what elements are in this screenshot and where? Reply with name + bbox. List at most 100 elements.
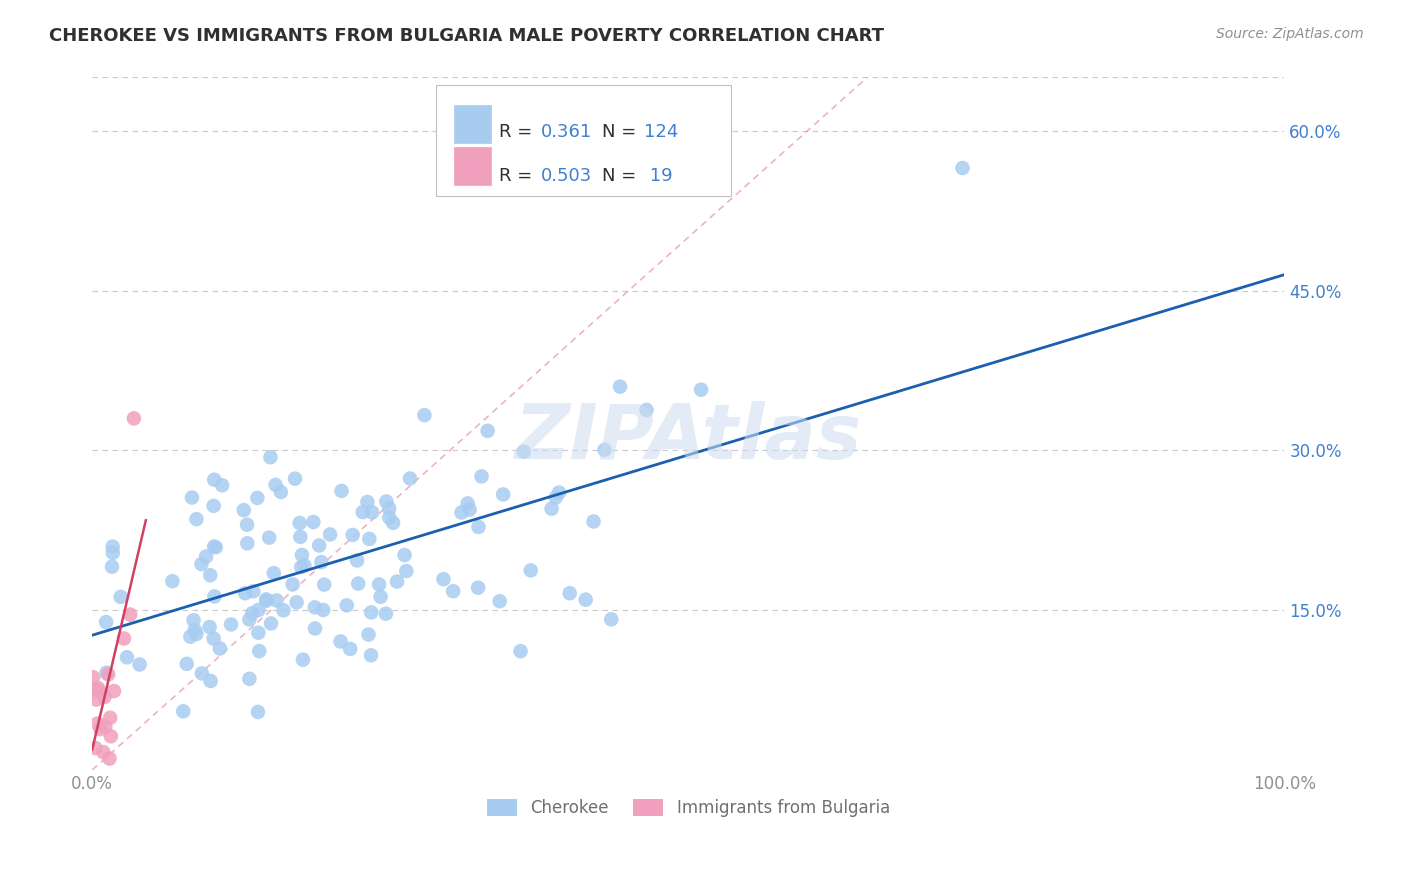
Point — [600, 612, 623, 626]
Point — [211, 478, 233, 492]
Point — [394, 548, 416, 562]
Point — [294, 558, 316, 573]
Text: 19: 19 — [644, 167, 672, 185]
Point — [242, 584, 264, 599]
Point — [204, 541, 226, 555]
Text: R =: R = — [499, 167, 538, 185]
Point — [360, 606, 382, 620]
Point — [319, 527, 342, 541]
Point — [103, 684, 125, 698]
Point — [208, 641, 231, 656]
Point — [204, 590, 226, 604]
Point — [314, 577, 336, 591]
Point — [122, 411, 145, 425]
Point — [361, 505, 384, 519]
Point — [450, 506, 472, 520]
Point — [382, 516, 405, 530]
Point — [89, 722, 111, 736]
Point — [82, 670, 104, 684]
Point — [304, 622, 326, 636]
Point — [101, 546, 124, 560]
Point — [520, 563, 543, 577]
Point — [198, 620, 221, 634]
Point — [247, 603, 270, 617]
Point — [87, 683, 110, 698]
Point — [120, 607, 142, 622]
Point — [356, 495, 378, 509]
Point — [281, 577, 304, 591]
Point — [254, 592, 277, 607]
Point — [302, 515, 325, 529]
Legend: Cherokee, Immigrants from Bulgaria: Cherokee, Immigrants from Bulgaria — [479, 792, 897, 824]
Point — [190, 557, 212, 571]
Point — [432, 572, 454, 586]
Point — [110, 590, 132, 604]
Point — [359, 532, 381, 546]
Point — [84, 692, 107, 706]
Point — [492, 487, 515, 501]
Point — [544, 491, 567, 505]
Point — [385, 574, 408, 589]
Point — [441, 584, 464, 599]
Point — [375, 494, 398, 508]
Point — [176, 657, 198, 671]
Point — [238, 613, 260, 627]
Point — [413, 408, 436, 422]
Point — [368, 577, 391, 591]
Point — [112, 632, 135, 646]
Point — [467, 581, 489, 595]
Text: N =: N = — [602, 123, 641, 141]
Point — [330, 483, 353, 498]
Point — [263, 566, 285, 581]
Point — [184, 623, 207, 637]
Text: 0.361: 0.361 — [541, 123, 592, 141]
Point — [94, 719, 117, 733]
Point — [284, 472, 307, 486]
Point — [285, 595, 308, 609]
Point — [191, 666, 214, 681]
Point — [247, 625, 270, 640]
Point — [254, 593, 277, 607]
Point — [259, 450, 281, 465]
Point — [458, 502, 481, 516]
Text: CHEROKEE VS IMMIGRANTS FROM BULGARIA MALE POVERTY CORRELATION CHART: CHEROKEE VS IMMIGRANTS FROM BULGARIA MAL… — [49, 27, 884, 45]
Point — [202, 632, 225, 646]
Point — [264, 478, 287, 492]
Point — [200, 568, 222, 582]
Point — [609, 379, 631, 393]
Point — [179, 630, 201, 644]
Point — [342, 528, 364, 542]
Point — [467, 520, 489, 534]
Point — [378, 501, 401, 516]
Point — [374, 607, 396, 621]
Point — [101, 559, 124, 574]
Point — [575, 592, 598, 607]
Point — [94, 615, 117, 629]
Text: N =: N = — [602, 167, 641, 185]
Point — [236, 536, 259, 550]
Point — [308, 539, 330, 553]
Point — [240, 607, 263, 621]
Point — [399, 471, 422, 485]
Point — [266, 593, 288, 607]
Point — [270, 485, 292, 500]
Point — [593, 442, 616, 457]
Point — [370, 590, 392, 604]
Point — [257, 531, 280, 545]
Point — [128, 657, 150, 672]
Point — [91, 745, 114, 759]
Point — [540, 501, 562, 516]
Point — [690, 383, 713, 397]
Point — [172, 704, 194, 718]
Point — [219, 617, 242, 632]
Point — [352, 505, 374, 519]
Point — [183, 613, 205, 627]
Point — [100, 729, 122, 743]
Point — [290, 530, 312, 544]
Text: 0.503: 0.503 — [541, 167, 592, 185]
Point — [200, 673, 222, 688]
Point — [83, 682, 105, 697]
Point — [101, 540, 124, 554]
Point — [181, 491, 204, 505]
Point — [195, 549, 218, 564]
